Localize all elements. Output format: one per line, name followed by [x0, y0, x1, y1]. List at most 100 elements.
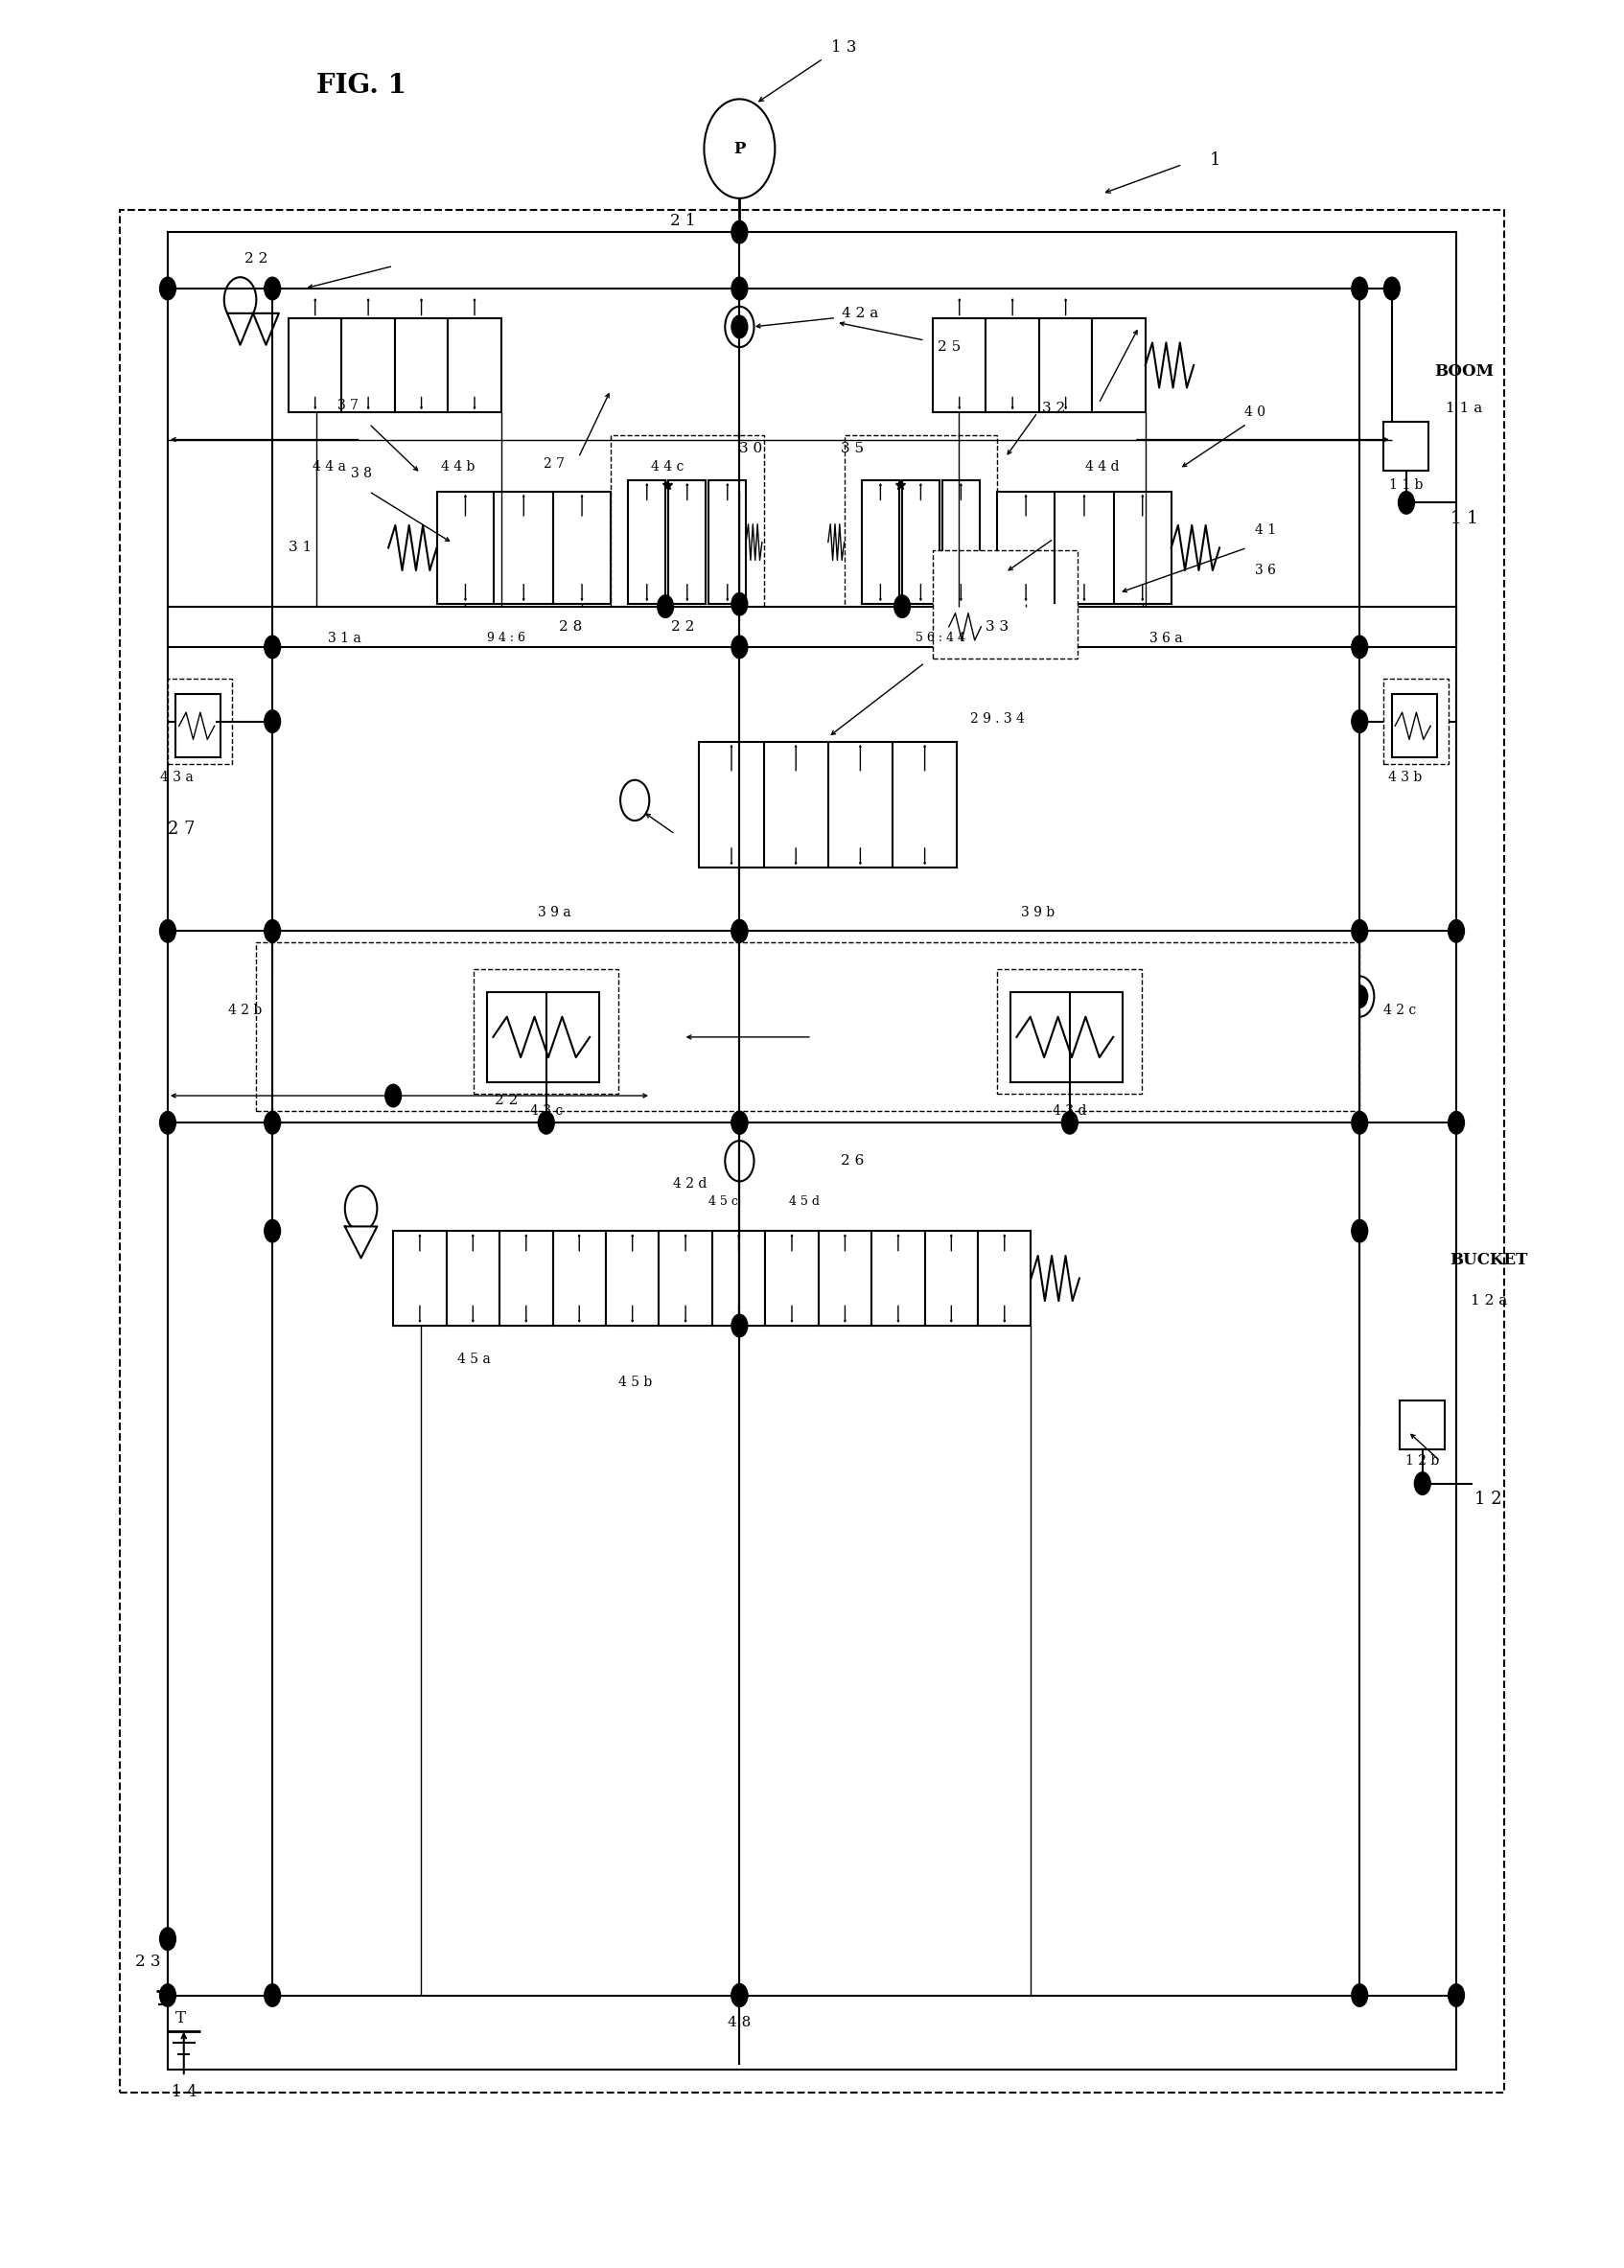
- Bar: [395, 318, 448, 413]
- Circle shape: [724, 1141, 754, 1182]
- Bar: [393, 1232, 447, 1327]
- Circle shape: [731, 1315, 747, 1336]
- Bar: [932, 551, 1078, 658]
- Text: 3 1 a: 3 1 a: [328, 631, 362, 644]
- Circle shape: [265, 710, 281, 733]
- Circle shape: [1351, 1111, 1367, 1134]
- Text: 4 5 c: 4 5 c: [708, 1195, 739, 1209]
- Text: 2 9 . 3 4: 2 9 . 3 4: [970, 712, 1025, 726]
- Bar: [120, 209, 1504, 2093]
- Circle shape: [731, 1984, 747, 2007]
- Circle shape: [731, 277, 747, 299]
- Bar: [986, 318, 1039, 413]
- Bar: [487, 991, 599, 1082]
- Text: 3 3: 3 3: [986, 619, 1009, 633]
- Text: 4 0: 4 0: [1244, 406, 1265, 420]
- Polygon shape: [344, 1227, 377, 1259]
- Circle shape: [1351, 984, 1367, 1007]
- Bar: [932, 318, 986, 413]
- Bar: [500, 1232, 552, 1327]
- Bar: [872, 1232, 924, 1327]
- Circle shape: [1351, 1220, 1367, 1243]
- Text: 4 4 a: 4 4 a: [312, 460, 346, 474]
- Bar: [167, 606, 1457, 646]
- Circle shape: [258, 975, 287, 1016]
- Circle shape: [895, 594, 909, 617]
- Circle shape: [1351, 277, 1367, 299]
- Bar: [710, 481, 745, 603]
- Circle shape: [731, 315, 747, 338]
- Bar: [700, 742, 957, 869]
- Bar: [437, 492, 611, 603]
- Text: 4 2 a: 4 2 a: [841, 306, 879, 320]
- Bar: [1010, 991, 1122, 1082]
- Circle shape: [724, 306, 754, 347]
- Text: 1 2: 1 2: [1475, 1490, 1502, 1508]
- Circle shape: [265, 984, 281, 1007]
- Text: 2 7: 2 7: [544, 458, 565, 472]
- Text: 4 5 a: 4 5 a: [456, 1352, 490, 1365]
- Text: 2 5: 2 5: [937, 340, 960, 354]
- Circle shape: [224, 277, 257, 322]
- Bar: [175, 694, 221, 758]
- Circle shape: [1384, 277, 1400, 299]
- Circle shape: [1449, 1111, 1465, 1134]
- Circle shape: [731, 921, 747, 941]
- Text: 2 8: 2 8: [559, 619, 581, 633]
- Bar: [606, 1232, 659, 1327]
- Bar: [997, 968, 1142, 1093]
- Circle shape: [1062, 1111, 1078, 1134]
- Circle shape: [159, 1984, 175, 2007]
- Text: 2 2: 2 2: [671, 619, 695, 633]
- Text: 2 7: 2 7: [167, 821, 195, 839]
- Circle shape: [1449, 921, 1465, 941]
- Circle shape: [159, 1928, 175, 1950]
- Text: 4 4 b: 4 4 b: [440, 460, 474, 474]
- Text: 3 0: 3 0: [739, 442, 762, 456]
- Text: BUCKET: BUCKET: [1450, 1252, 1528, 1268]
- Text: 3 9 a: 3 9 a: [538, 907, 572, 921]
- Bar: [1392, 694, 1437, 758]
- Text: 4 3 b: 4 3 b: [1389, 771, 1423, 785]
- Text: 4 1: 4 1: [1255, 524, 1276, 538]
- Circle shape: [731, 921, 747, 941]
- Text: 4 4 c: 4 4 c: [651, 460, 684, 474]
- Bar: [924, 1232, 978, 1327]
- Circle shape: [731, 635, 747, 658]
- Text: 4 3 c: 4 3 c: [529, 1105, 562, 1118]
- Bar: [1384, 678, 1449, 764]
- Circle shape: [385, 1084, 401, 1107]
- Bar: [474, 968, 619, 1093]
- Text: 1 2 a: 1 2 a: [1470, 1295, 1507, 1309]
- Bar: [1400, 1399, 1445, 1449]
- Bar: [167, 678, 232, 764]
- Bar: [862, 481, 900, 603]
- Bar: [942, 481, 979, 603]
- Text: 4 2 c: 4 2 c: [1384, 1002, 1416, 1016]
- Polygon shape: [253, 313, 279, 345]
- Text: 3 9 b: 3 9 b: [1020, 907, 1054, 921]
- Bar: [978, 1232, 1031, 1327]
- Bar: [1039, 318, 1093, 413]
- Text: 3 6 a: 3 6 a: [1150, 631, 1182, 644]
- Text: 1 1: 1 1: [1450, 510, 1478, 526]
- Circle shape: [1351, 635, 1367, 658]
- Text: 4 4 d: 4 4 d: [1085, 460, 1119, 474]
- Text: 4 3 a: 4 3 a: [159, 771, 193, 785]
- Bar: [844, 435, 997, 615]
- Bar: [447, 1232, 500, 1327]
- Text: 1 1 b: 1 1 b: [1390, 479, 1423, 492]
- Circle shape: [159, 1111, 175, 1134]
- Text: 2 3: 2 3: [135, 1953, 161, 1969]
- Text: 2 2: 2 2: [245, 252, 268, 265]
- Bar: [659, 1232, 713, 1327]
- Bar: [1093, 318, 1145, 413]
- Text: 1 2 b: 1 2 b: [1405, 1454, 1439, 1467]
- Circle shape: [265, 1220, 281, 1243]
- Bar: [669, 481, 706, 603]
- Circle shape: [265, 1111, 281, 1134]
- Text: 3 1: 3 1: [289, 542, 312, 553]
- Bar: [903, 481, 939, 603]
- Circle shape: [1351, 1984, 1367, 2007]
- Bar: [818, 1232, 872, 1327]
